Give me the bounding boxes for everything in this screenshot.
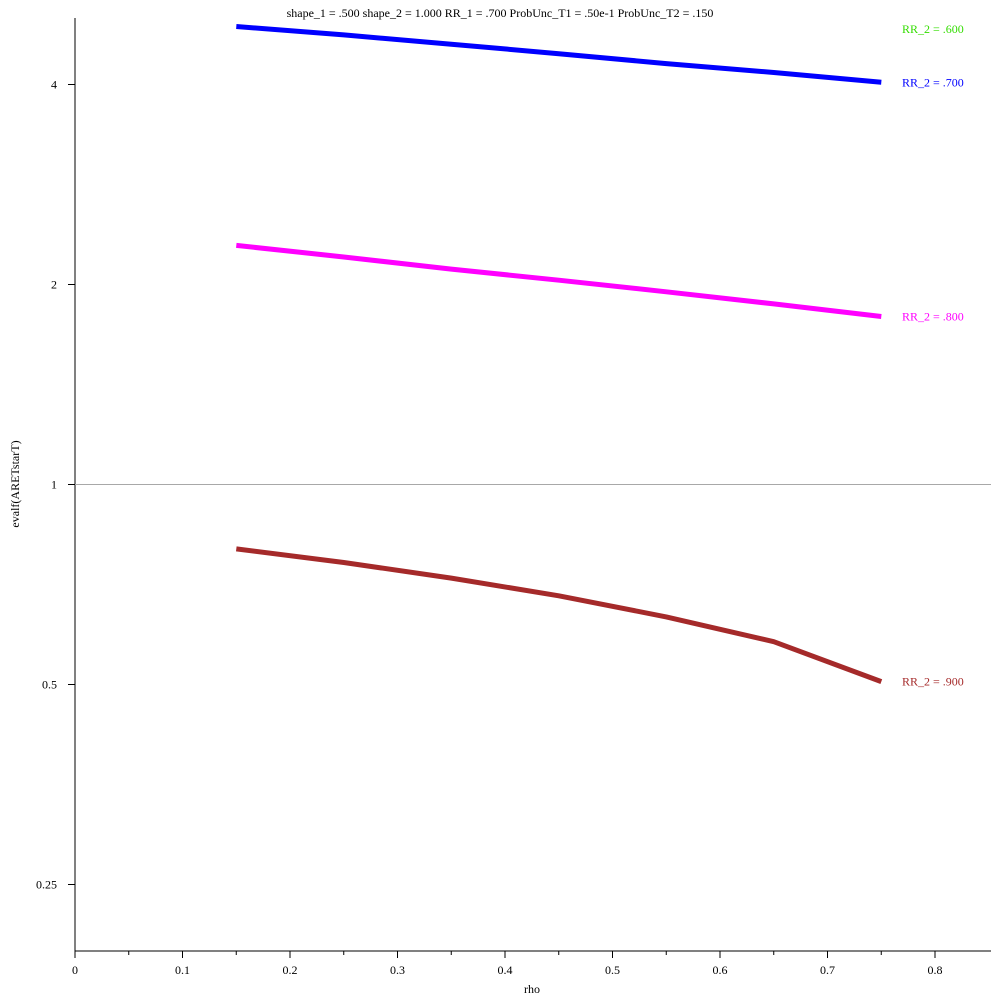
tick-layer: 0 0.1 0.2 0.3 0.4 0.5 0.6 0.7 0.8 0.25 0.5 1 2 4: [36, 78, 943, 978]
legend-label: RR_2 = .600: [902, 22, 964, 36]
x-tick-label: 0.6: [713, 963, 728, 977]
series-layer: [235, 24, 883, 684]
y-tick-label: 2: [51, 278, 57, 292]
x-tick-label: 0.1: [175, 963, 190, 977]
x-tick-label: 0.3: [390, 963, 405, 977]
x-tick-label: 0.2: [283, 963, 298, 977]
x-tick-label: 0.7: [820, 963, 835, 977]
series-line: [236, 242, 882, 319]
series-line: [235, 546, 883, 684]
series-line: [236, 24, 882, 85]
legend-label: RR_2 = .700: [902, 75, 964, 89]
legend-layer: RR_2 = .600 RR_2 = .700 RR_2 = .800 RR_2 = …: [902, 22, 964, 689]
legend-label: RR_2 = .800: [902, 310, 964, 324]
x-tick-label: 0.5: [605, 963, 620, 977]
x-tick-label: 0: [72, 963, 78, 977]
legend-label: RR_2 = .900: [902, 675, 964, 689]
y-tick-label: 0.25: [36, 878, 57, 892]
x-tick-label: 0.4: [498, 963, 513, 977]
chart-title: shape_1 = .500 shape_2 = 1.000 RR_1 = .7…: [287, 6, 714, 20]
y-tick-label: 4: [51, 78, 57, 92]
y-tick-label: 1: [51, 478, 57, 492]
y-axis-label: evalf(ARETstarT): [8, 440, 22, 527]
x-tick-label: 0.8: [928, 963, 943, 977]
y-tick-label: 0.5: [42, 678, 57, 692]
x-axis-label: rho: [524, 982, 540, 996]
